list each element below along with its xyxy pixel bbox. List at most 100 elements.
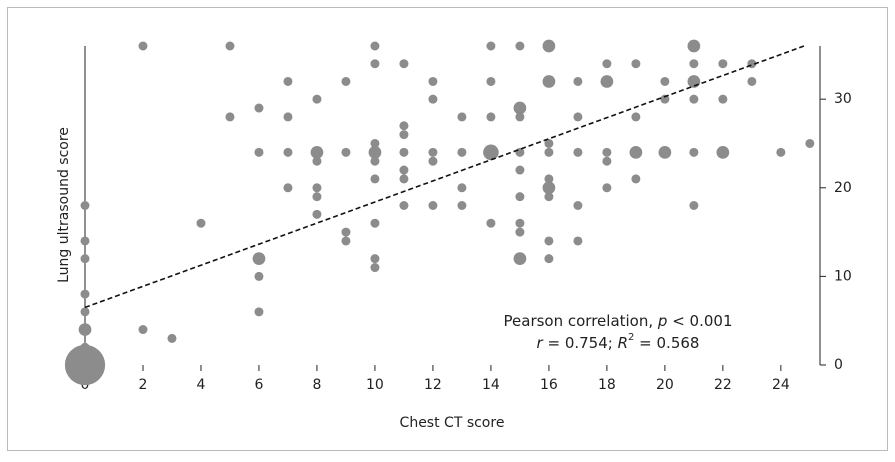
x-tick-label: 14 <box>482 377 500 393</box>
point <box>225 112 235 122</box>
point <box>370 156 380 166</box>
point <box>370 218 380 228</box>
point <box>167 333 177 343</box>
point <box>515 165 525 175</box>
x-tick-label: 16 <box>540 377 558 393</box>
point <box>399 174 409 184</box>
x-tick-label: 20 <box>656 377 674 393</box>
point <box>542 75 556 88</box>
point <box>370 254 380 264</box>
point <box>80 201 90 210</box>
point <box>428 147 438 157</box>
point <box>312 183 322 193</box>
point <box>542 181 556 195</box>
annotation-part: < 0.001 <box>667 312 732 330</box>
annotation-part: = 0.754; <box>543 334 618 352</box>
point <box>225 41 235 51</box>
point <box>805 138 815 148</box>
point <box>573 236 583 246</box>
x-tick-label: 12 <box>424 377 442 393</box>
point <box>399 201 409 210</box>
point <box>78 323 92 336</box>
point <box>631 59 641 69</box>
point <box>196 218 206 228</box>
point <box>660 76 670 86</box>
point <box>631 112 641 122</box>
point <box>515 41 525 51</box>
point <box>687 75 701 88</box>
point <box>370 59 380 69</box>
point <box>283 76 293 86</box>
point <box>573 76 583 86</box>
point <box>689 59 699 69</box>
point <box>602 183 612 193</box>
point <box>544 254 554 264</box>
point <box>689 201 699 210</box>
point <box>399 147 409 157</box>
point <box>399 59 409 69</box>
point <box>312 156 322 166</box>
point <box>80 254 90 264</box>
point <box>600 75 614 88</box>
point <box>544 192 554 202</box>
point <box>254 307 264 317</box>
point <box>747 76 757 86</box>
point <box>544 138 554 148</box>
point <box>515 147 525 157</box>
point <box>252 252 266 266</box>
annotation: Pearson correlation, p < 0.001 <box>504 312 733 330</box>
point <box>80 289 90 299</box>
point <box>486 41 496 51</box>
point <box>515 112 525 122</box>
point <box>312 192 322 202</box>
x-tick-label: 4 <box>197 377 206 393</box>
y-axis-label: Lung ultrasound score <box>56 127 72 283</box>
x-tick-label: 22 <box>714 377 732 393</box>
point <box>718 59 728 69</box>
point <box>689 147 699 157</box>
x-tick-label: 10 <box>366 377 384 393</box>
point <box>602 147 612 157</box>
point <box>370 174 380 184</box>
point <box>602 59 612 69</box>
point <box>368 145 382 159</box>
point <box>515 218 525 228</box>
point <box>513 101 527 115</box>
point <box>544 147 554 157</box>
x-tick-label: 24 <box>772 377 790 393</box>
point <box>457 183 467 193</box>
point <box>573 201 583 210</box>
point <box>573 112 583 122</box>
x-axis-label: Chest CT score <box>400 415 505 431</box>
fit-line <box>84 45 805 309</box>
point <box>80 236 90 246</box>
point <box>341 236 351 246</box>
y-tick-label: 20 <box>834 180 852 196</box>
x-tick-label: 6 <box>255 377 264 393</box>
point <box>428 94 438 104</box>
point <box>602 156 612 166</box>
point <box>341 76 351 86</box>
point <box>80 307 90 317</box>
point <box>544 174 554 184</box>
point <box>370 263 380 273</box>
y-tick-label: 10 <box>834 268 852 284</box>
point <box>486 218 496 228</box>
y-tick-label: 30 <box>834 91 852 107</box>
point <box>457 201 467 210</box>
annotation-part: = 0.568 <box>634 334 699 352</box>
point <box>689 94 699 104</box>
point <box>283 112 293 122</box>
annotation-part: r <box>537 334 544 352</box>
annotation-part: Pearson correlation, <box>504 312 658 330</box>
point <box>629 145 643 159</box>
point <box>341 147 351 157</box>
point <box>370 138 380 148</box>
y-tick-label: 0 <box>834 357 843 373</box>
frame <box>7 7 888 451</box>
point <box>399 130 409 140</box>
annotation: r = 0.754; R2 = 0.568 <box>537 332 700 352</box>
point <box>310 145 324 159</box>
point <box>399 165 409 175</box>
